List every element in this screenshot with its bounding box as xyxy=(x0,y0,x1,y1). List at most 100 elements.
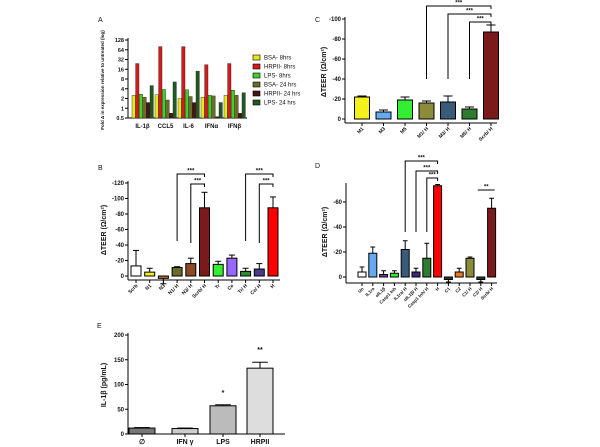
bar xyxy=(354,96,370,120)
y-axis-label: IL-1β (pg/mL) xyxy=(101,363,108,407)
x-tick-label: Scrb xyxy=(127,283,139,295)
bar xyxy=(161,89,166,119)
bar xyxy=(400,249,410,278)
bar xyxy=(128,427,156,435)
bar xyxy=(195,70,200,119)
bracket-line xyxy=(426,5,492,79)
x-tick-label: IFN γ xyxy=(176,439,193,446)
y-tick-label: -80 xyxy=(115,212,124,218)
legend-label: LPS- 24 hrs xyxy=(264,101,296,107)
legend-item xyxy=(252,90,261,97)
legend-swatch xyxy=(252,99,261,106)
bar xyxy=(267,207,279,277)
legend xyxy=(252,54,261,106)
x-tick-label: M1/ H xyxy=(416,126,430,140)
legend-label: HRPII- 24 hrs xyxy=(264,92,300,98)
bar xyxy=(238,113,242,119)
bar xyxy=(368,252,378,278)
x-tick-label: H xyxy=(270,283,277,290)
bar xyxy=(218,102,223,119)
legend-label: BSA- 24 hrs xyxy=(264,83,296,89)
y-axis-label: Fold Δ in expression relative to untreat… xyxy=(100,30,105,130)
y-tick-label: -20 xyxy=(333,250,342,256)
bracket-line xyxy=(426,177,439,232)
significance-bracket xyxy=(447,13,492,79)
bar xyxy=(185,263,197,277)
bar xyxy=(158,46,163,119)
y-tick-label: -40 xyxy=(332,77,341,83)
significance-bracket xyxy=(190,183,205,243)
panel-label: C xyxy=(315,17,320,24)
x-tick-label: ∅ xyxy=(139,438,145,446)
legend-swatch xyxy=(252,72,261,79)
bar xyxy=(487,207,497,278)
panel-label: B xyxy=(98,165,103,172)
bar xyxy=(200,96,205,119)
bar xyxy=(397,99,413,120)
bar xyxy=(209,405,237,435)
y-tick-label: 4 xyxy=(121,87,125,93)
significance-label: *** xyxy=(263,179,271,185)
y-tick-label: 150 xyxy=(114,358,125,364)
bar xyxy=(379,274,389,278)
y-tick-label: 16 xyxy=(118,67,124,73)
significance-label: *** xyxy=(429,173,437,179)
legend-label: LPS- 8hrs xyxy=(264,74,291,80)
significance-label: *** xyxy=(187,169,195,175)
panel-label: D xyxy=(315,163,320,170)
y-tick-label: 0 xyxy=(339,275,343,281)
x-tick-label: IL-6 xyxy=(183,124,194,130)
y-tick-label: -40 xyxy=(333,225,342,231)
bar xyxy=(130,265,142,277)
y-tick-label: 0 xyxy=(121,274,125,280)
bar xyxy=(172,81,177,119)
bar xyxy=(234,95,239,119)
bar xyxy=(146,102,150,119)
bar xyxy=(188,96,193,119)
x-tick-label: Ce/ H xyxy=(249,283,263,297)
panel-c xyxy=(342,5,499,126)
bracket-line xyxy=(176,173,205,241)
y-tick-label: 0 xyxy=(338,117,342,123)
x-tick-label: Tr/ H xyxy=(237,283,249,295)
bracket-line xyxy=(404,160,439,232)
legend-item xyxy=(252,63,261,70)
panel-label: E xyxy=(97,323,102,330)
bar xyxy=(157,275,169,279)
bar xyxy=(440,101,456,120)
bar xyxy=(483,31,499,120)
bar xyxy=(389,272,399,278)
bar xyxy=(212,263,224,277)
y-tick-label: 0.5 xyxy=(116,116,124,122)
bar xyxy=(184,89,189,119)
significance-label: * xyxy=(222,390,225,397)
bar xyxy=(227,63,232,119)
bracket-line xyxy=(447,13,492,79)
significance-bracket xyxy=(426,177,439,232)
panel-a xyxy=(125,38,247,119)
bar xyxy=(165,99,170,119)
significance-bracket xyxy=(415,170,439,232)
bar xyxy=(171,266,183,277)
significance-bracket xyxy=(426,5,492,79)
significance-bracket xyxy=(258,183,274,243)
x-tick-label: LPS xyxy=(216,439,230,446)
panel-b xyxy=(125,173,280,285)
significance-bracket xyxy=(469,21,492,79)
bar xyxy=(181,46,186,119)
y-tick-label: -60 xyxy=(332,57,341,63)
x-tick-label: Tr xyxy=(214,283,222,291)
legend-item xyxy=(252,54,261,61)
significance-bracket xyxy=(404,160,439,232)
legend-item xyxy=(252,81,261,88)
bar xyxy=(240,270,252,277)
significance-label: *** xyxy=(466,9,474,15)
bar xyxy=(192,102,196,119)
significance-label: *** xyxy=(418,156,426,162)
x-tick-label: IFNβ xyxy=(228,124,242,130)
bracket-line xyxy=(245,173,274,241)
bar xyxy=(433,185,443,278)
x-tick-label: C2/ H xyxy=(472,286,484,298)
x-tick-label: IL-1β xyxy=(135,124,150,130)
y-tick-label: 2 xyxy=(121,97,124,103)
